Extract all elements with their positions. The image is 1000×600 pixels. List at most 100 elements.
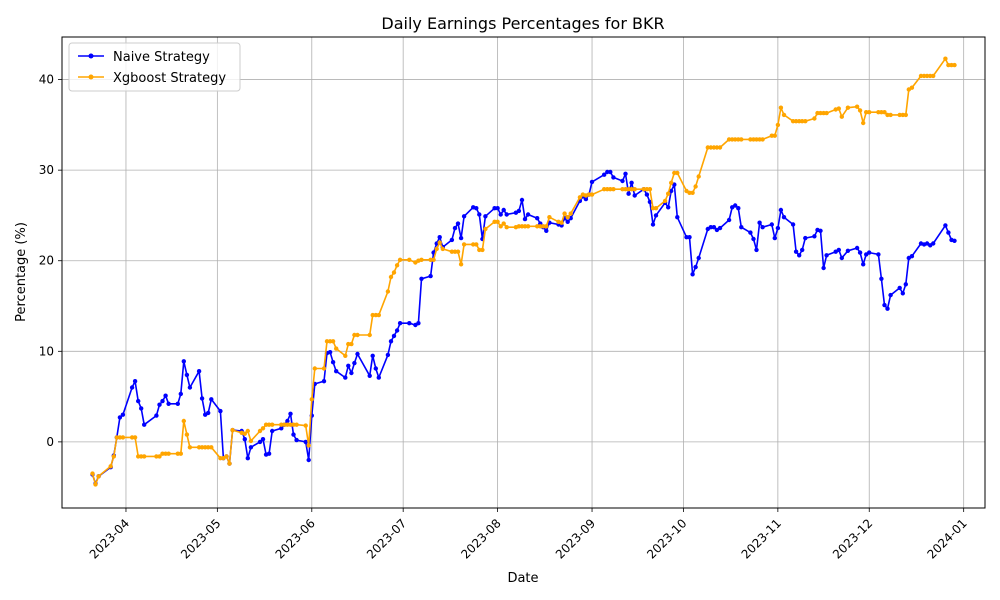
data-point [602, 172, 607, 177]
data-point [108, 464, 113, 469]
data-point [181, 418, 186, 424]
data-point [803, 235, 808, 241]
data-point [230, 427, 235, 433]
data-point [367, 332, 372, 338]
data-point [754, 247, 759, 253]
data-point [397, 321, 403, 326]
chart-title: Daily Earnings Percentages for BKR [381, 14, 664, 33]
data-point [245, 428, 250, 434]
data-point [227, 461, 232, 466]
legend-box [68, 42, 241, 92]
data-point [196, 369, 202, 374]
data-point [187, 445, 193, 450]
data-point [483, 214, 488, 219]
series-xgboost-strategy [90, 56, 957, 487]
data-point [516, 224, 522, 229]
data-point [437, 240, 442, 245]
data-point [666, 191, 671, 196]
data-point [291, 432, 296, 437]
data-point [266, 451, 272, 456]
data-point [900, 291, 905, 296]
data-point [397, 257, 403, 262]
data-point [629, 180, 634, 185]
y-axis: 0 10 20 30 40 [39, 73, 62, 449]
y-tick-label: 20 [39, 254, 54, 268]
data-point [391, 270, 397, 275]
data-point [279, 422, 284, 427]
data-point [861, 262, 866, 267]
data-point [611, 175, 616, 180]
data-point [535, 224, 540, 229]
data-point [857, 250, 863, 255]
data-point [434, 246, 439, 252]
data-point [260, 437, 266, 442]
data-point [209, 445, 214, 450]
data-point [626, 191, 631, 196]
y-axis-label: Percentage (%) [14, 222, 29, 322]
data-point [711, 225, 717, 230]
data-point [943, 223, 948, 228]
data-point [199, 396, 205, 401]
data-point [565, 215, 570, 220]
data-point [602, 187, 607, 192]
data-point [790, 222, 796, 227]
data-point [717, 145, 723, 150]
data-point [370, 312, 375, 318]
data-point [623, 171, 628, 176]
data-point [285, 422, 290, 427]
data-point [666, 205, 671, 210]
data-point [751, 236, 756, 242]
data-point [769, 222, 774, 227]
data-point [416, 321, 421, 326]
data-point [931, 73, 936, 79]
data-point [184, 432, 190, 437]
data-point [629, 187, 634, 192]
data-point [178, 451, 183, 456]
data-point [117, 415, 123, 420]
data-point [544, 224, 549, 229]
data-point [748, 230, 753, 235]
data-point [693, 184, 698, 189]
data-point [407, 321, 412, 326]
data-point [209, 397, 214, 402]
data-point [154, 413, 159, 418]
data-point [504, 225, 509, 230]
data-point [504, 212, 509, 217]
data-point [821, 265, 826, 271]
data-point [114, 435, 120, 440]
data-point [294, 437, 299, 443]
data-point [480, 247, 485, 253]
data-point [739, 225, 744, 230]
data-point [757, 220, 762, 225]
data-point [321, 379, 327, 384]
data-point [800, 119, 805, 124]
data-point [175, 401, 180, 406]
data-point [483, 226, 488, 232]
data-point [903, 112, 908, 118]
data-point [647, 187, 653, 192]
data-point [924, 73, 930, 79]
data-point [650, 222, 656, 227]
data-point [248, 438, 254, 444]
data-point [772, 235, 777, 241]
data-point [376, 375, 381, 380]
data-point [818, 228, 823, 233]
data-point [330, 339, 336, 344]
data-point [897, 285, 902, 291]
data-point [726, 137, 732, 142]
data-point [525, 212, 531, 217]
data-point [760, 225, 765, 230]
data-point [266, 422, 272, 427]
data-point [139, 406, 144, 411]
data-point [309, 397, 314, 402]
data-point [522, 216, 528, 222]
data-point [394, 263, 400, 268]
data-point [157, 402, 162, 407]
data-point [909, 85, 915, 90]
data-point [733, 137, 738, 142]
data-point [349, 341, 354, 347]
data-point [653, 206, 659, 211]
data-point [623, 187, 628, 192]
data-point [836, 247, 841, 253]
legend-marker-xgboost [88, 74, 94, 80]
